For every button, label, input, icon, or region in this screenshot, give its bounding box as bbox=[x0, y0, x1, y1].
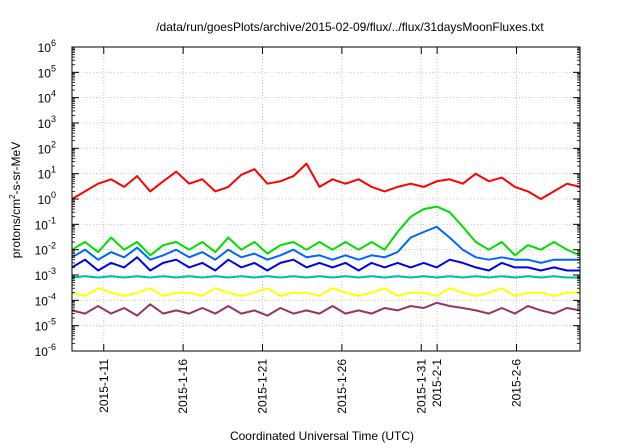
x-tick-label: 2015-1-11 bbox=[97, 359, 111, 413]
y-tick-label: 10-2 bbox=[35, 241, 56, 258]
x-tick-label: 2015-1-31 bbox=[414, 359, 428, 414]
y-tick-label: 100 bbox=[38, 190, 56, 207]
y-axis-label-post: -s-sr-MeV bbox=[9, 142, 23, 195]
y-tick-label: 105 bbox=[38, 63, 56, 80]
y-tick-label: 10-4 bbox=[35, 291, 56, 308]
x-tick-label: 2015-2-6 bbox=[510, 359, 524, 407]
x-tick-label: 2015-1-16 bbox=[176, 359, 190, 414]
series-line bbox=[71, 225, 580, 264]
y-tick-label: 10-3 bbox=[35, 266, 56, 283]
x-axis-ticks: 2015-1-11 2015-1-16 2015-1-21 2015-1-26 2015… bbox=[97, 47, 524, 414]
x-axis-label: Coordinated Universal Time (UTC) bbox=[230, 429, 414, 443]
y-axis-label: protons/cm2-s-sr-MeV bbox=[8, 142, 23, 258]
series-line bbox=[71, 287, 580, 297]
series-line bbox=[71, 301, 581, 317]
x-tick-label: 2015-1-21 bbox=[256, 359, 270, 414]
series-line bbox=[71, 205, 581, 257]
y-tick-label: 106 bbox=[38, 38, 56, 55]
y-axis-ticks: 10-6 10-5 10-4 10-3 10-2 10-1 100 101 102 103 104 1… bbox=[35, 38, 580, 359]
y-tick-label: 10-5 bbox=[35, 317, 56, 334]
series-layer bbox=[71, 162, 581, 317]
y-tick-label: 103 bbox=[38, 114, 56, 131]
y-tick-label: 10-6 bbox=[35, 342, 56, 359]
series-line bbox=[71, 256, 580, 272]
y-tick-label: 10-1 bbox=[35, 215, 56, 232]
chart-title: /data/run/goesPlots/archive/2015-02-09/f… bbox=[156, 20, 544, 34]
series-line bbox=[71, 275, 580, 279]
y-tick-label: 101 bbox=[38, 165, 56, 182]
y-axis-label-pre: protons/cm bbox=[9, 199, 23, 258]
x-tick-label: 2015-1-26 bbox=[335, 359, 349, 414]
x-tick-label: 2015-2-1 bbox=[430, 359, 444, 407]
y-axis-label-sup: 2 bbox=[8, 194, 17, 199]
series-line bbox=[71, 162, 581, 200]
y-tick-label: 102 bbox=[38, 139, 56, 156]
y-tick-label: 104 bbox=[38, 89, 56, 106]
